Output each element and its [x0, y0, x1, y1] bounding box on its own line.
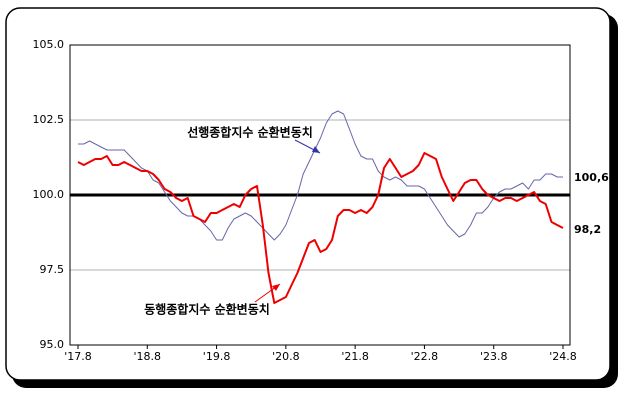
annotation-arrowhead [312, 146, 320, 153]
x-tick-label: '22.8 [411, 350, 439, 363]
annotation-arrowhead [272, 284, 280, 291]
x-tick-label: '17.8 [64, 350, 92, 363]
series-line [78, 110, 563, 241]
x-tick-label: '18.8 [134, 350, 162, 363]
series-annotation: 동행종합지수 순환변동치 [144, 302, 270, 317]
x-tick-label: '19.8 [203, 350, 231, 363]
series-annotation: 선행종합지수 순환변동치 [187, 125, 313, 140]
y-tick-label: 97.5 [40, 263, 65, 276]
end-label: 100,6 [574, 171, 609, 184]
end-label: 98,2 [574, 223, 601, 236]
y-tick-label: 105.0 [33, 38, 65, 51]
x-tick-label: '21.8 [341, 350, 369, 363]
series-line [77, 152, 564, 304]
y-tick-label: 100.0 [33, 188, 65, 201]
x-tick-label: '24.8 [549, 350, 577, 363]
y-tick-label: 102.5 [33, 113, 65, 126]
y-tick-label: 95.0 [40, 338, 65, 351]
x-tick-label: '20.8 [272, 350, 300, 363]
x-tick-label: '23.8 [480, 350, 508, 363]
